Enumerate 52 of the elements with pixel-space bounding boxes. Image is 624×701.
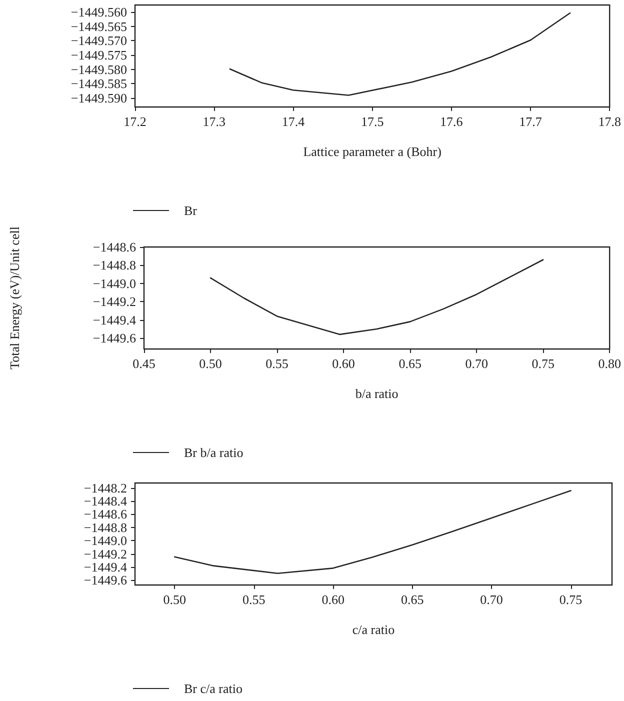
x-tick-label: 0.55 (242, 592, 266, 607)
y-tick-label: −1449.0 (92, 276, 136, 291)
x-axis-title: b/a ratio (355, 386, 398, 401)
x-tick-label: 0.60 (322, 592, 344, 607)
x-tick-label: 0.50 (163, 592, 186, 607)
y-tick-label: −1448.4 (84, 494, 128, 509)
y-tick-label: −1449.4 (92, 312, 136, 328)
line-series (210, 259, 544, 336)
y-tick-label: −1448.2 (84, 480, 127, 496)
y-tick-label: −1449.585 (70, 76, 127, 92)
y-tick-label: −1449.565 (70, 18, 127, 34)
x-tick-label: 17.3 (202, 114, 226, 129)
x-tick-label: 0.65 (398, 356, 422, 371)
y-tick-label: −1449.6 (92, 330, 136, 346)
y-tick-label: −1449.2 (84, 546, 127, 562)
x-tick-label: 0.50 (199, 356, 222, 371)
x-tick-label: 17.6 (440, 114, 464, 129)
legend-label: Br c/a ratio (184, 681, 242, 696)
y-tick-label: −1449.4 (84, 559, 128, 574)
y-tick-label: −1449.580 (70, 62, 127, 77)
x-tick-label: 0.70 (465, 356, 488, 371)
y-tick-label: −1449.590 (70, 90, 127, 106)
x-tick-label: 17.2 (124, 114, 146, 129)
x-tick-label: 17.7 (519, 114, 542, 129)
y-tick-label: −1449.560 (70, 4, 127, 20)
line-series (229, 12, 571, 96)
y-tick-label: −1449.2 (92, 294, 136, 310)
x-tick-label: 0.70 (480, 592, 503, 607)
y-tick-label: −1449.575 (70, 48, 127, 62)
x-tick-label: 0.75 (532, 356, 554, 371)
y-tick-label: −1449.6 (84, 572, 128, 588)
x-axis-title: c/a ratio (352, 622, 395, 637)
y-tick-label: −1448.6 (84, 506, 128, 522)
legend-label: Br b/a ratio (184, 445, 244, 460)
x-tick-label: 17.8 (598, 114, 621, 129)
x-tick-label: 0.75 (559, 592, 582, 607)
line-series (174, 490, 572, 574)
x-tick-label: 17.5 (360, 114, 384, 129)
x-tick-label: 0.65 (400, 592, 424, 607)
y-tick-label: −1448.6 (92, 240, 136, 254)
x-tick-label: 0.55 (266, 356, 288, 371)
x-tick-label: 0.60 (332, 356, 355, 371)
x-axis-title: Lattice parameter a (Bohr) (303, 144, 442, 159)
y-tick-label: −1448.8 (92, 258, 136, 273)
legend-label: Br (184, 203, 198, 218)
x-tick-label: 0.45 (132, 356, 156, 371)
y-tick-label: −1448.8 (84, 520, 127, 535)
x-tick-label: 0.80 (598, 356, 621, 371)
y-axis-title: Total Energy (eV)/Unit cell (7, 226, 22, 370)
y-tick-label: −1449.570 (70, 33, 127, 48)
x-tick-label: 17.4 (282, 114, 306, 129)
y-tick-label: −1449.0 (84, 533, 127, 548)
